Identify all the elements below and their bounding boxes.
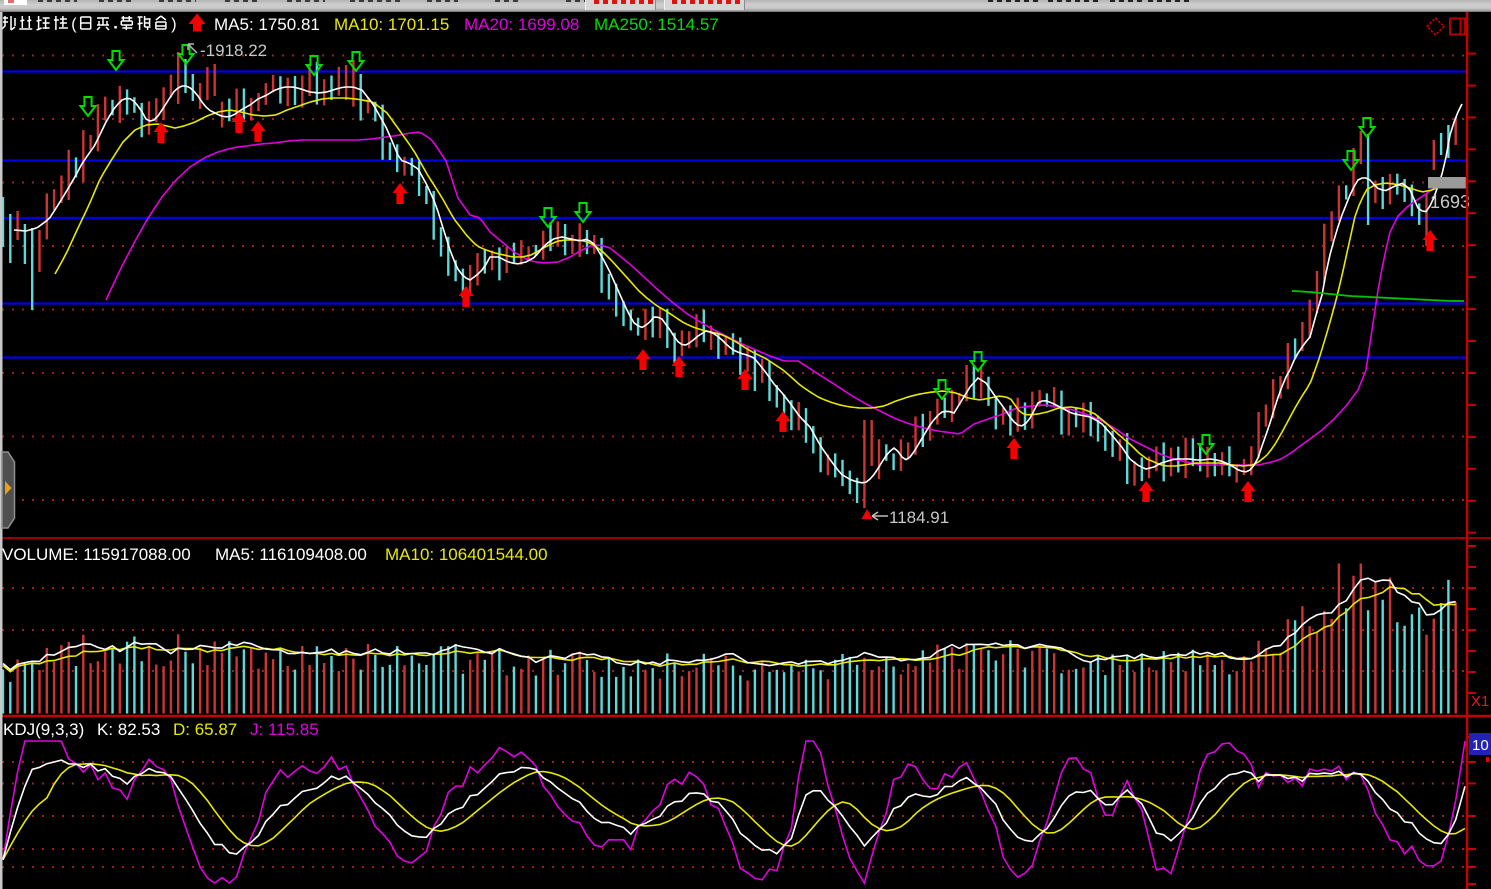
svg-text:D: 65.87: D: 65.87 xyxy=(173,720,237,739)
svg-text:MA20: 1699.08: MA20: 1699.08 xyxy=(464,15,579,34)
svg-text:): ) xyxy=(171,16,176,33)
svg-text:10: 10 xyxy=(1472,737,1489,754)
svg-text:MA10: 1701.15: MA10: 1701.15 xyxy=(334,15,449,34)
svg-text:KDJ(9,3,3): KDJ(9,3,3) xyxy=(3,720,84,739)
svg-text:X1: X1 xyxy=(1471,693,1489,710)
svg-text:K: 82.53: K: 82.53 xyxy=(97,720,160,739)
svg-text:MA5: 1750.81: MA5: 1750.81 xyxy=(214,15,320,34)
svg-text:-1918.22: -1918.22 xyxy=(200,41,267,60)
svg-text:MA250: 1514.57: MA250: 1514.57 xyxy=(594,15,719,34)
svg-text:1184.91: 1184.91 xyxy=(889,508,949,527)
svg-text:VOLUME: 115917088.00: VOLUME: 115917088.00 xyxy=(2,545,191,564)
svg-text:MA10: 106401544.00: MA10: 106401544.00 xyxy=(385,545,548,564)
svg-text:MA5: 116109408.00: MA5: 116109408.00 xyxy=(215,545,367,564)
svg-text:(: ( xyxy=(71,16,77,33)
svg-text:1693: 1693 xyxy=(1430,192,1470,212)
svg-text:J: 115.85: J: 115.85 xyxy=(250,720,319,739)
